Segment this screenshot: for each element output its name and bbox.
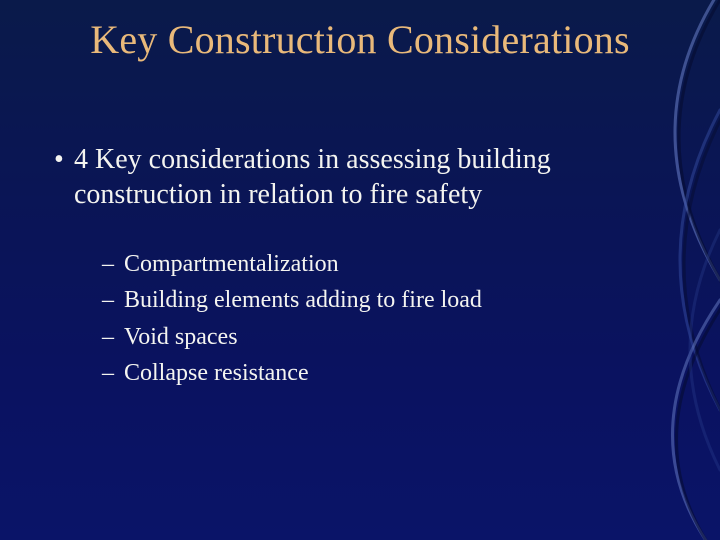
- bullet-item: •4 Key considerations in assessing build…: [54, 142, 654, 212]
- sub-bullet-marker: –: [102, 248, 124, 280]
- sub-bullet-item: –Building elements adding to fire load: [102, 284, 654, 316]
- sub-bullet-item: –Collapse resistance: [102, 357, 654, 389]
- slide: Key Construction Considerations •4 Key c…: [0, 0, 720, 540]
- slide-body: •4 Key considerations in assessing build…: [54, 142, 654, 394]
- slide-title: Key Construction Considerations: [0, 18, 720, 62]
- sub-bullet-item: –Void spaces: [102, 321, 654, 353]
- sub-bullet-text: Building elements adding to fire load: [124, 284, 482, 316]
- bullet-marker: •: [54, 142, 72, 177]
- sub-bullet-marker: –: [102, 357, 124, 389]
- sub-bullet-text: Void spaces: [124, 321, 238, 353]
- sub-bullet-marker: –: [102, 284, 124, 316]
- sub-bullet-list: –Compartmentalization–Building elements …: [102, 248, 654, 390]
- sub-bullet-text: Compartmentalization: [124, 248, 339, 280]
- sub-bullet-text: Collapse resistance: [124, 357, 309, 389]
- bullet-text: 4 Key considerations in assessing buildi…: [74, 142, 654, 212]
- sub-bullet-item: –Compartmentalization: [102, 248, 654, 280]
- sub-bullet-marker: –: [102, 321, 124, 353]
